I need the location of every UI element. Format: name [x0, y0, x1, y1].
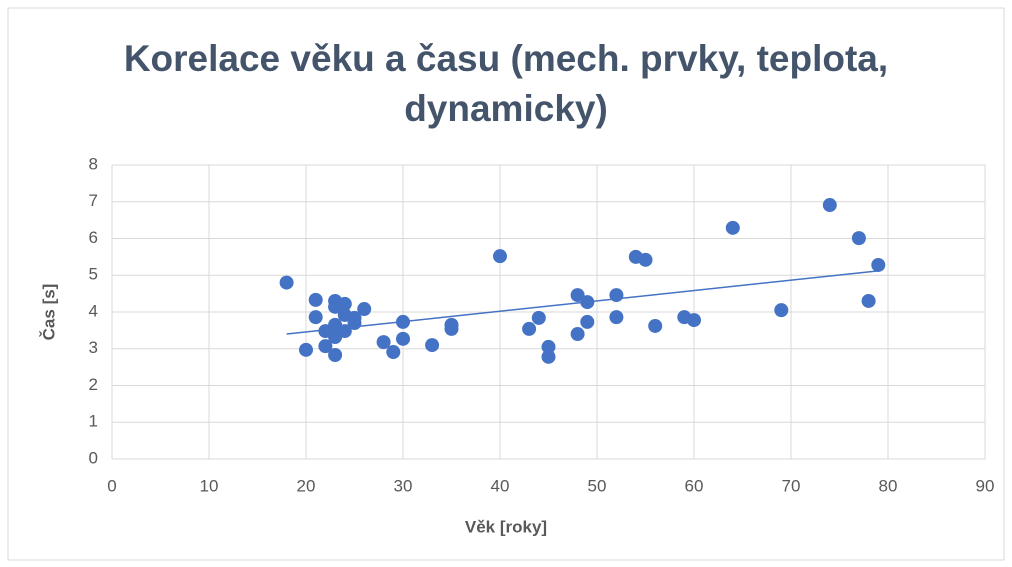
scatter-point: [609, 288, 624, 303]
scatter-point: [279, 275, 294, 290]
y-tick-label: 2: [89, 375, 98, 394]
y-tick-label: 3: [89, 338, 98, 357]
x-tick-label: 20: [297, 476, 316, 495]
scatter-point: [522, 321, 537, 336]
scatter-point: [851, 231, 866, 246]
scatter-point: [396, 314, 410, 329]
scatter-point: [337, 296, 352, 311]
x-tick-label: 50: [588, 476, 607, 495]
y-tick-label: 7: [89, 191, 98, 210]
x-tick-label: 0: [107, 476, 116, 495]
scatter-point: [328, 347, 343, 362]
x-tick-label: 10: [200, 476, 219, 495]
scatter-point: [337, 324, 352, 339]
scatter-point: [425, 338, 440, 353]
chart-frame: [7, 7, 1005, 561]
scatter-point: [396, 331, 410, 346]
y-tick-label: 1: [89, 412, 98, 431]
scatter-point: [308, 292, 323, 307]
x-tick-label: 30: [394, 476, 413, 495]
x-tick-label: 90: [976, 476, 995, 495]
scatter-point: [648, 318, 663, 333]
scatter-point: [299, 342, 313, 357]
scatter-point: [376, 335, 391, 350]
scatter-point: [580, 295, 595, 310]
scatter-point: [318, 339, 333, 354]
scatter-point: [774, 303, 789, 318]
x-tick-label: 60: [685, 476, 704, 495]
scatter-point: [687, 313, 701, 328]
y-tick-label: 4: [89, 301, 98, 320]
chart-title: Korelace věku a času (mech. prvky, teplo…: [123, 38, 889, 129]
scatter-point: [580, 314, 595, 329]
x-tick-label: 40: [491, 476, 510, 495]
scatter-point: [861, 293, 876, 308]
y-tick-label: 0: [89, 448, 98, 467]
x-tick-label: 80: [879, 476, 898, 495]
scatter-point: [308, 310, 323, 325]
scatter-point: [541, 339, 556, 354]
scatter-point: [347, 316, 362, 331]
scatter-point: [822, 198, 837, 213]
scatter-point: [386, 345, 401, 360]
y-tick-label: 6: [89, 228, 98, 247]
scatter-point: [570, 288, 585, 303]
scatter-point: [493, 249, 507, 264]
scatter-point: [609, 310, 624, 325]
scatter-point: [357, 302, 372, 317]
scatter-point: [541, 349, 556, 364]
scatter-point: [725, 220, 740, 235]
x-tick-label: 70: [782, 476, 801, 495]
scatter-point: [570, 327, 585, 342]
y-tick-label: 8: [89, 154, 98, 173]
scatter-point: [531, 310, 546, 325]
scatter-point: [871, 257, 886, 272]
y-axis-label: Čas [s]: [39, 284, 58, 341]
x-axis-label: Věk [roky]: [465, 517, 547, 536]
scatter-point: [638, 252, 653, 267]
scatter-point: [444, 321, 459, 336]
y-tick-label: 5: [89, 265, 98, 284]
